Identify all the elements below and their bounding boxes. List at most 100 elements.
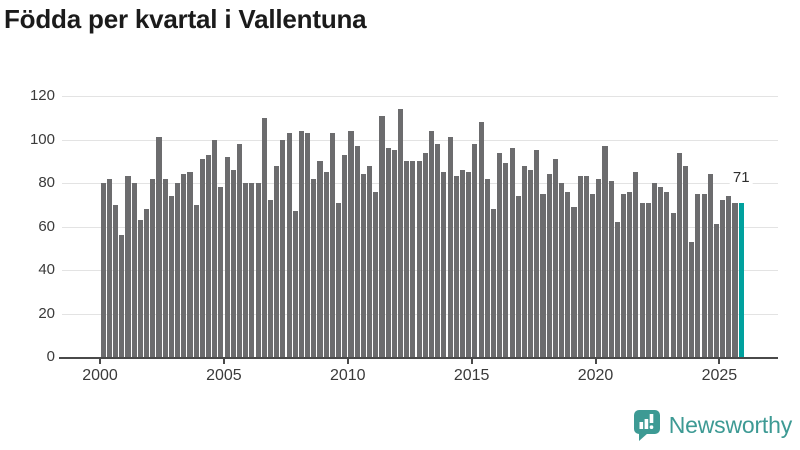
y-tick-label: 100: [29, 130, 55, 148]
bar: [311, 178, 317, 357]
bar: [205, 154, 212, 357]
bar: [435, 143, 441, 357]
y-tick-label: 0: [46, 348, 55, 365]
bar: [509, 148, 515, 357]
bar: [720, 200, 726, 357]
bar: [199, 159, 205, 357]
bar-highlighted: [738, 202, 744, 357]
bar: [490, 209, 497, 357]
bar: [249, 183, 255, 357]
bar: [633, 172, 639, 357]
newsworthy-logo: Newsworthy: [633, 409, 792, 442]
bar: [373, 191, 379, 357]
bar: [645, 202, 651, 357]
bar: [255, 183, 261, 357]
bar: [404, 161, 410, 357]
bar: [385, 148, 391, 357]
bar: [144, 209, 150, 357]
bar: [583, 176, 589, 357]
bar: [224, 156, 230, 357]
bar: [713, 224, 719, 357]
bar: [497, 152, 503, 357]
bar: [732, 202, 738, 357]
y-tick-label: 60: [38, 217, 55, 235]
bar: [305, 132, 311, 357]
bar: [459, 169, 466, 357]
bar: [602, 146, 608, 357]
bar: [360, 174, 366, 357]
bar: [391, 150, 397, 357]
bar: [571, 206, 577, 357]
bar: [528, 169, 534, 357]
y-tick-label: 120: [29, 87, 55, 104]
bar: [472, 143, 478, 357]
bar: [577, 176, 583, 357]
bar: [329, 132, 335, 357]
bar: [590, 193, 596, 357]
bar: [348, 130, 354, 357]
bar: [559, 183, 565, 357]
bar: [484, 178, 490, 357]
bar: [398, 109, 404, 357]
bar: [682, 165, 689, 357]
x-tick-label: 2010: [329, 367, 366, 384]
bar: [614, 222, 620, 357]
x-tick: [594, 359, 597, 364]
bar: [286, 132, 292, 357]
bar: [354, 146, 360, 357]
bar: [608, 180, 614, 357]
bar: [670, 213, 676, 357]
bar: [379, 115, 385, 357]
x-tick-label: 2015: [453, 367, 490, 384]
x-tick-label: 2025: [701, 367, 738, 384]
bar: [676, 152, 682, 357]
bar: [187, 172, 193, 357]
bar: [298, 130, 304, 357]
bar: [230, 169, 236, 357]
x-axis-line: [59, 357, 778, 359]
x-tick: [470, 359, 473, 364]
bar: [534, 150, 540, 357]
bar: [292, 211, 298, 357]
bar: [416, 161, 422, 357]
bar: [267, 200, 274, 357]
bar: [707, 174, 713, 357]
bar: [162, 178, 168, 357]
bar: [689, 241, 695, 357]
bar: [150, 178, 156, 357]
bar: [552, 159, 558, 357]
bar: [627, 191, 633, 357]
bar: [726, 196, 732, 357]
bar: [478, 122, 484, 357]
bar: [695, 193, 701, 357]
bar: [596, 178, 602, 357]
x-tick: [222, 359, 225, 364]
bar: [212, 139, 218, 357]
x-tick-label: 2005: [206, 367, 242, 384]
bar: [639, 202, 645, 357]
newsworthy-logo-text: Newsworthy: [668, 412, 792, 438]
y-tick-label: 80: [38, 174, 55, 191]
x-tick-label: 2020: [577, 367, 614, 384]
bar: [342, 154, 348, 357]
bar: [447, 137, 453, 357]
bar: [181, 174, 187, 357]
bar: [658, 187, 664, 357]
bar: [515, 196, 521, 357]
bar: [441, 172, 447, 357]
bar: [193, 204, 199, 357]
bar: [546, 174, 552, 357]
y-tick-label: 20: [38, 304, 55, 322]
bar: [422, 152, 428, 357]
bar: [175, 183, 181, 357]
bar: [113, 204, 119, 357]
bar: [428, 130, 435, 357]
bar: [540, 193, 546, 357]
bar: [131, 183, 137, 357]
bar: [106, 178, 112, 357]
newsworthy-logo-icon: [633, 410, 660, 441]
chart-title: Födda per kvartal i Vallentuna: [4, 4, 367, 34]
bar: [236, 143, 243, 357]
bar: [274, 165, 280, 357]
bar: [664, 191, 670, 357]
